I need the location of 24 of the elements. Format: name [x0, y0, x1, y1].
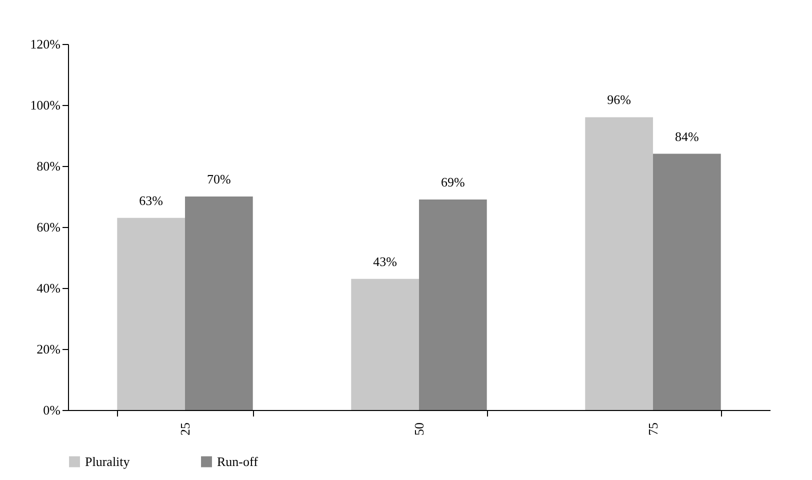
- x-tick-label: 50: [412, 422, 426, 436]
- bar: [117, 218, 185, 410]
- data-label: 43%: [373, 254, 398, 269]
- bar: [653, 154, 721, 410]
- data-label: 69%: [441, 174, 466, 190]
- bar: [585, 117, 653, 410]
- y-tick-label: 40%: [36, 280, 61, 296]
- y-tick-label: 60%: [36, 220, 61, 234]
- bar: [419, 200, 487, 410]
- data-label: 70%: [207, 172, 232, 186]
- bar: [185, 196, 253, 410]
- y-tick-label: 80%: [36, 158, 61, 174]
- y-tick-label: 20%: [36, 342, 61, 356]
- data-label: 84%: [675, 128, 700, 144]
- y-tick-label: 100%: [30, 98, 61, 112]
- x-tick-label: 75: [646, 422, 660, 436]
- y-tick-label: 0%: [43, 402, 61, 418]
- bar: [351, 278, 419, 410]
- legend-label: Run-off: [217, 454, 259, 469]
- x-tick-label: 25: [178, 422, 192, 436]
- data-label: 96%: [607, 92, 632, 108]
- legend-label: Plurality: [85, 454, 130, 469]
- data-label: 63%: [139, 192, 164, 208]
- y-tick-label: 120%: [30, 36, 61, 52]
